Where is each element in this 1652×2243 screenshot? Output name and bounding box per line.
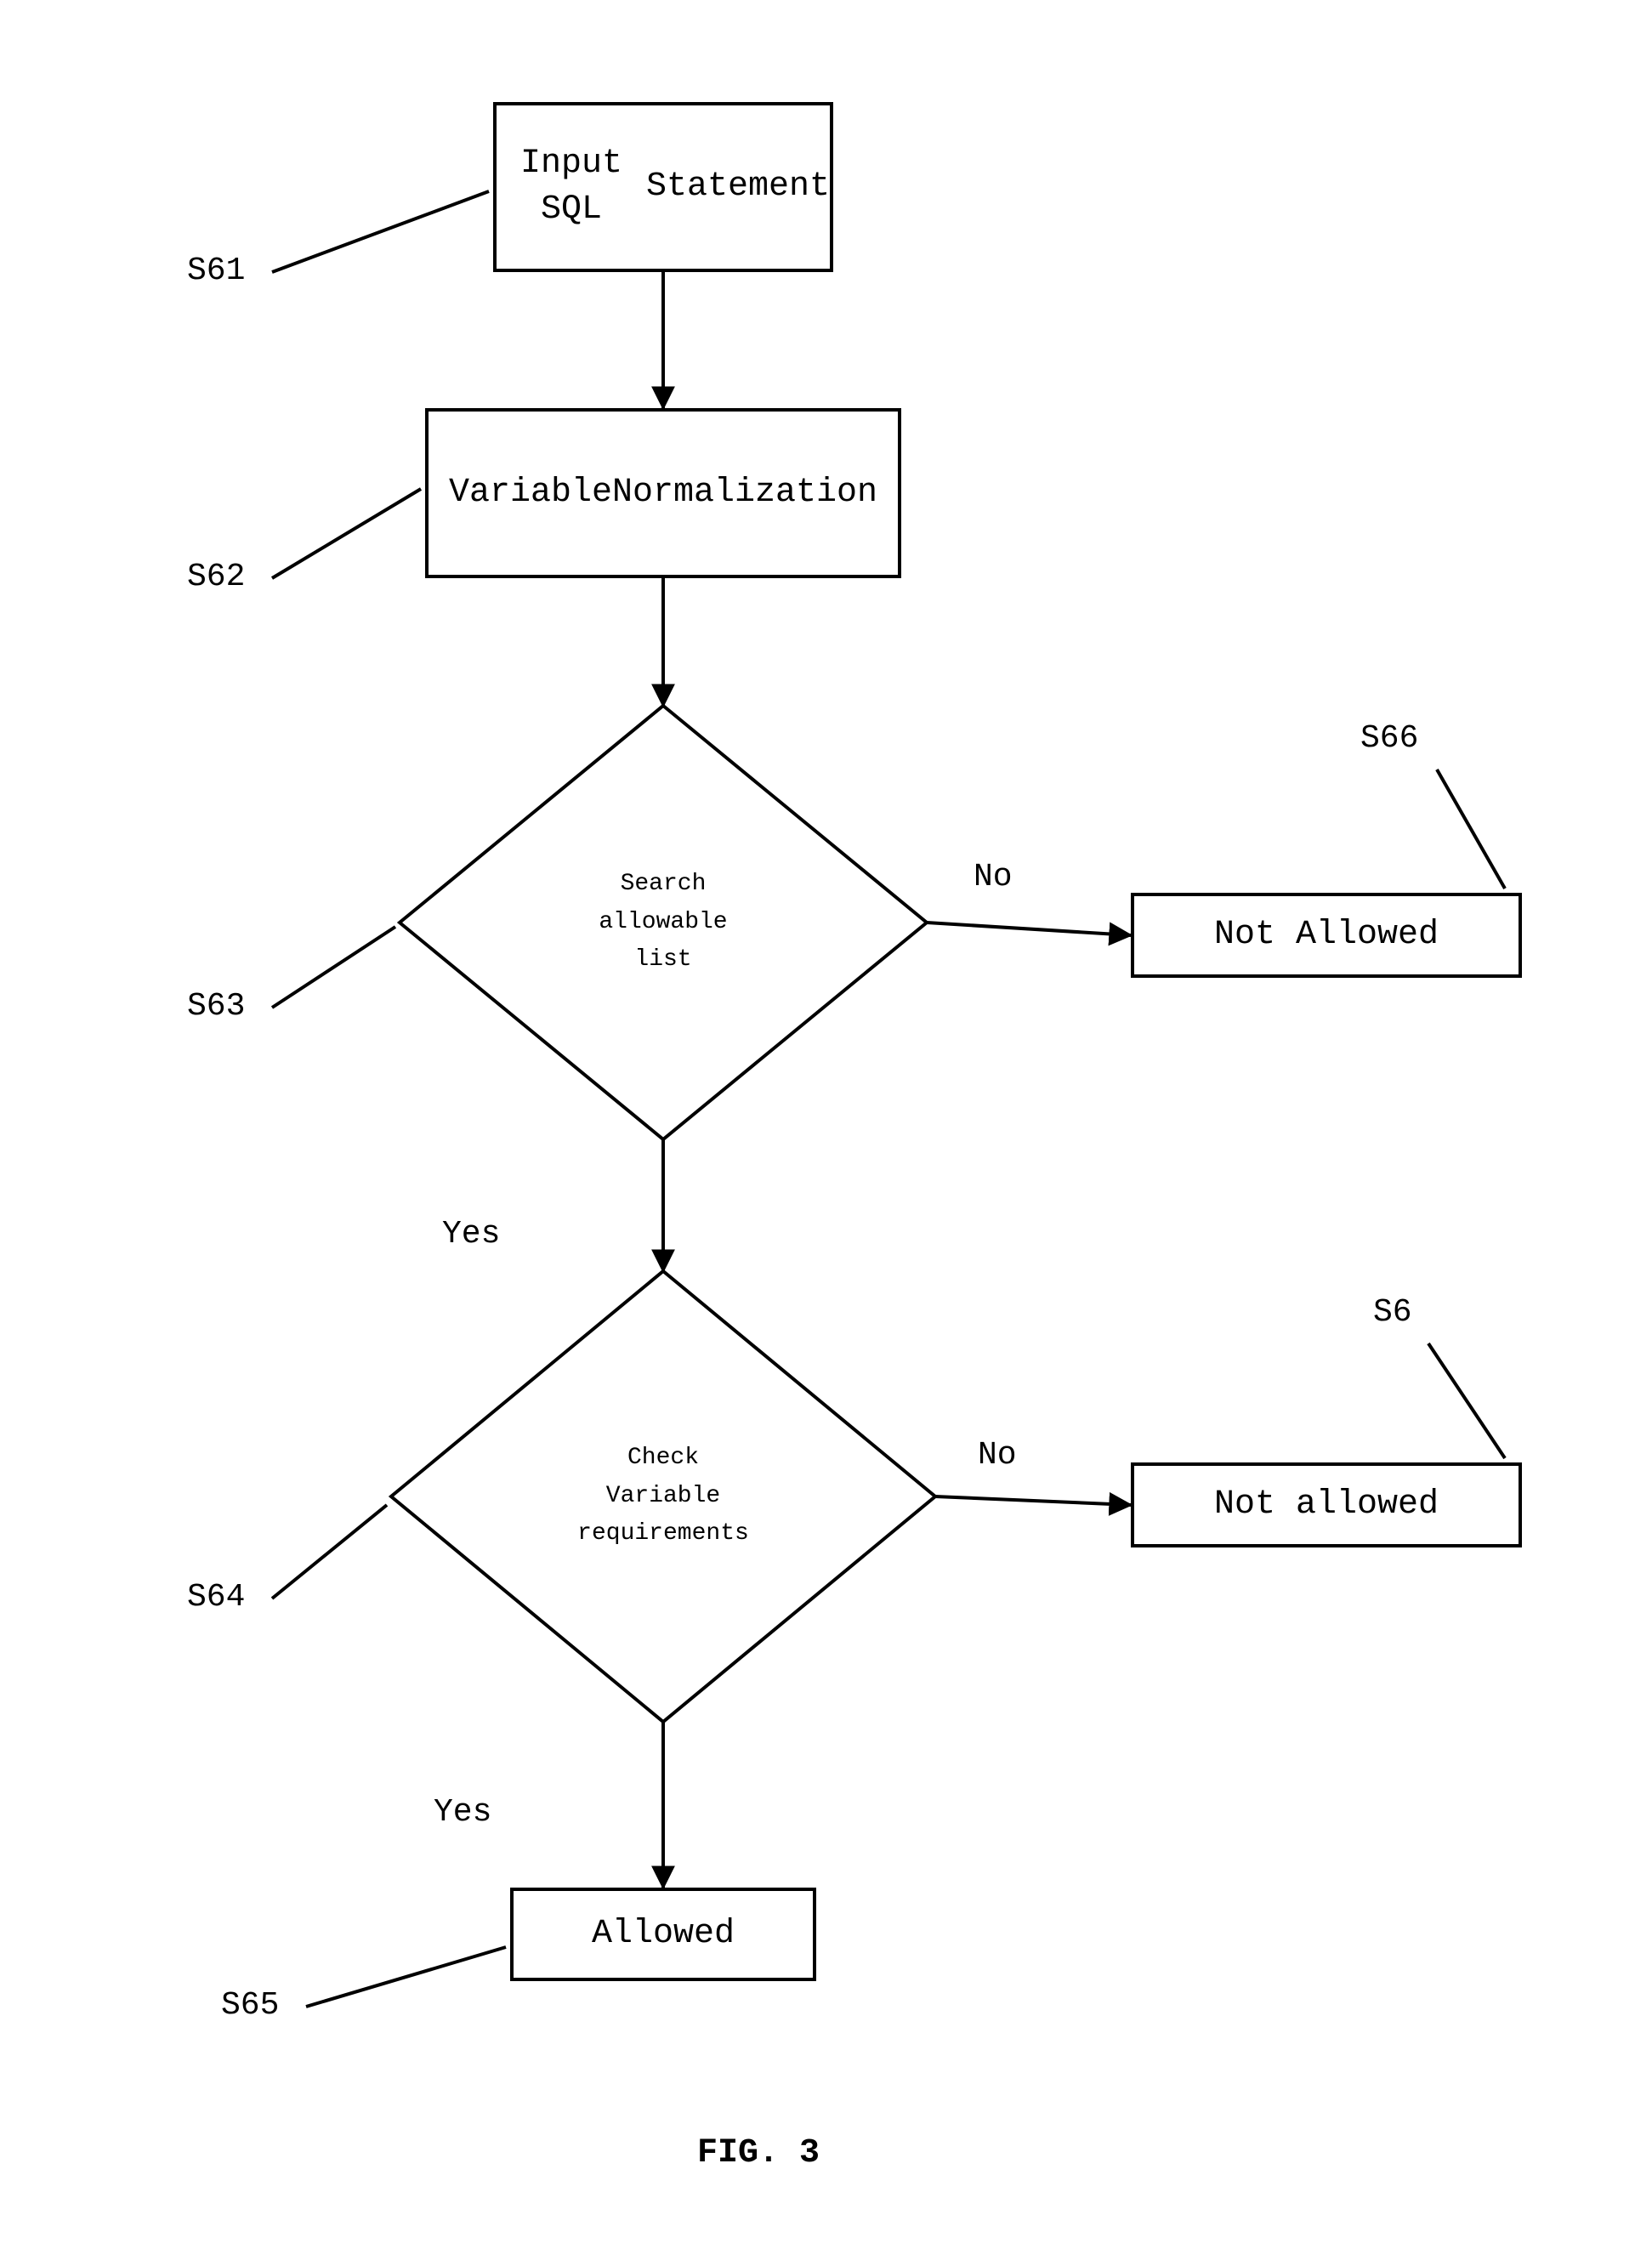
ref-label-s65: S65 [221, 1987, 279, 2024]
edge-label-yes-2: Yes [434, 1794, 491, 1831]
edge-label-yes-1: Yes [442, 1216, 500, 1252]
node-not-allowed-1: Not Allowed [1131, 893, 1522, 978]
node-input-sql: Input SQLStatement [493, 102, 833, 272]
ref-label-s63: S63 [187, 988, 245, 1025]
figure-caption: FIG. 3 [697, 2134, 820, 2172]
ref-label-s61: S61 [187, 253, 245, 289]
edge-label-no-1: No [974, 859, 1013, 895]
node-not-allowed-2: Not allowed [1131, 1462, 1522, 1547]
ref-label-s6b: S6 [1373, 1294, 1412, 1331]
flowchart-svg [0, 0, 1652, 2243]
edge-label-no-2: No [978, 1437, 1017, 1474]
ref-label-s66: S66 [1360, 720, 1418, 757]
ref-label-s62: S62 [187, 559, 245, 595]
ref-label-s64: S64 [187, 1579, 245, 1616]
node-allowed: Allowed [510, 1888, 816, 1981]
node-check-variable-requirements-text: CheckVariablerequirements [536, 1439, 791, 1553]
node-variable-normalization: VariableNormalization [425, 408, 901, 578]
node-search-allowable-list-text: Searchallowablelist [536, 866, 791, 980]
